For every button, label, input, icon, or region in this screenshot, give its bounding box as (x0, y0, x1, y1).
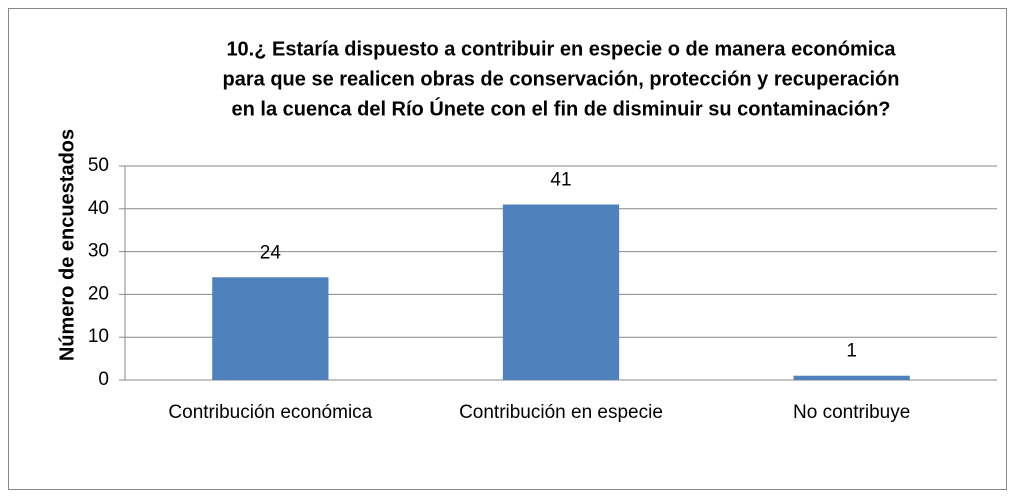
data-label: 41 (550, 170, 571, 191)
data-label: 1 (846, 341, 857, 362)
data-label: 24 (260, 242, 282, 263)
bar (793, 375, 910, 380)
x-tick-label: Contribución económica (168, 402, 372, 423)
chart-title: para que se realicen obras de conservaci… (223, 68, 900, 90)
y-tick-label: 10 (88, 326, 109, 347)
y-tick-label: 50 (88, 155, 109, 176)
chart-title: 10.¿ Estaría dispuesto a contribuir en e… (226, 38, 896, 60)
y-tick-label: 0 (98, 369, 109, 390)
y-tick-label: 30 (88, 241, 109, 262)
y-tick-label: 20 (88, 283, 109, 304)
y-tick-label: 40 (88, 198, 109, 219)
bar (502, 204, 620, 380)
x-tick-label: Contribución en especie (459, 402, 663, 423)
bar (212, 277, 329, 380)
x-tick-label: No contribuye (793, 402, 910, 423)
y-axis-label: Número de encuestados (56, 129, 78, 361)
chart-title: en la cuenca del Río Únete con el fin de… (231, 96, 890, 120)
